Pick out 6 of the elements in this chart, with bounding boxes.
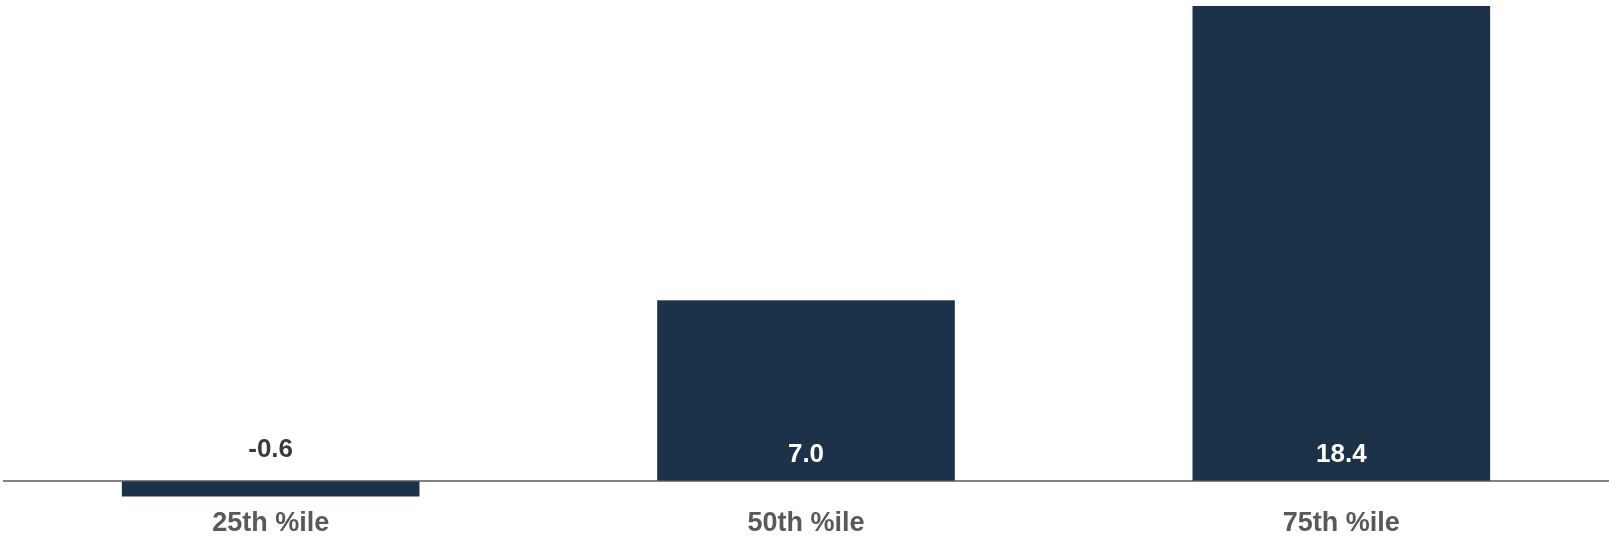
x-tick-label: 25th %ile [212, 507, 330, 537]
data-label: -0.6 [248, 433, 294, 463]
x-tick-label: 50th %ile [747, 507, 865, 537]
data-label: 18.4 [1316, 438, 1368, 468]
data-label: 7.0 [787, 438, 825, 468]
x-tick-label: 75th %ile [1282, 507, 1400, 537]
